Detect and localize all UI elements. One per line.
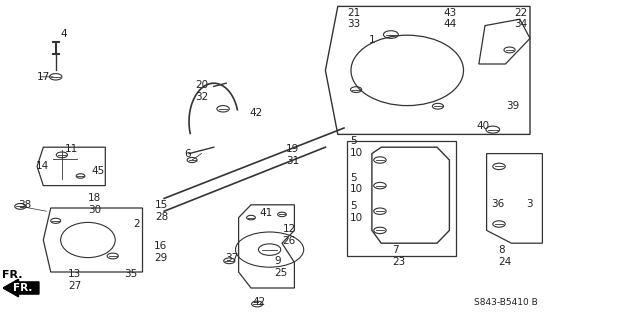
Text: 32: 32 bbox=[195, 92, 209, 102]
Text: 12: 12 bbox=[283, 224, 296, 234]
Text: 5: 5 bbox=[350, 201, 357, 212]
Text: 19: 19 bbox=[286, 144, 299, 154]
Text: 28: 28 bbox=[155, 212, 168, 222]
Text: 20: 20 bbox=[195, 80, 208, 90]
Text: 1: 1 bbox=[369, 35, 376, 45]
Text: S843-B5410 B: S843-B5410 B bbox=[474, 298, 538, 307]
Text: 23: 23 bbox=[392, 257, 406, 268]
Text: 14: 14 bbox=[36, 161, 49, 172]
Text: 36: 36 bbox=[491, 199, 504, 209]
Text: 2: 2 bbox=[133, 219, 140, 229]
Text: 43: 43 bbox=[443, 8, 457, 18]
Text: 17: 17 bbox=[37, 72, 50, 82]
Text: 22: 22 bbox=[515, 8, 528, 18]
Text: 15: 15 bbox=[155, 200, 168, 210]
Text: 33: 33 bbox=[347, 19, 360, 29]
Text: 41: 41 bbox=[259, 208, 272, 218]
Text: 9: 9 bbox=[275, 256, 281, 266]
Text: 18: 18 bbox=[88, 193, 101, 204]
Text: 11: 11 bbox=[65, 144, 78, 154]
Text: 10: 10 bbox=[350, 148, 363, 158]
Text: 6: 6 bbox=[184, 149, 191, 159]
Text: 13: 13 bbox=[68, 268, 82, 279]
Text: 39: 39 bbox=[506, 101, 520, 111]
Text: 16: 16 bbox=[155, 241, 168, 252]
Text: 5: 5 bbox=[350, 172, 357, 183]
Text: 31: 31 bbox=[286, 156, 299, 166]
Text: 25: 25 bbox=[275, 268, 288, 278]
Text: 29: 29 bbox=[155, 253, 168, 263]
FancyArrow shape bbox=[3, 279, 39, 297]
Text: FR.: FR. bbox=[13, 283, 32, 293]
Text: 8: 8 bbox=[498, 245, 505, 255]
Text: 21: 21 bbox=[347, 8, 360, 18]
Text: 26: 26 bbox=[283, 236, 296, 246]
Text: 38: 38 bbox=[19, 200, 32, 210]
Text: 10: 10 bbox=[350, 184, 363, 195]
Text: 34: 34 bbox=[515, 19, 528, 29]
Text: 42: 42 bbox=[253, 297, 266, 308]
Text: 40: 40 bbox=[476, 121, 489, 132]
Text: 7: 7 bbox=[392, 245, 399, 255]
Text: 5: 5 bbox=[350, 136, 357, 146]
Text: 45: 45 bbox=[92, 166, 105, 176]
Text: 27: 27 bbox=[68, 281, 82, 291]
Text: 30: 30 bbox=[88, 204, 101, 215]
Text: 10: 10 bbox=[350, 213, 363, 223]
Text: 35: 35 bbox=[124, 268, 137, 279]
Text: 42: 42 bbox=[250, 108, 263, 118]
Text: 3: 3 bbox=[526, 199, 532, 209]
Text: 37: 37 bbox=[225, 253, 238, 263]
Text: FR.: FR. bbox=[2, 270, 22, 280]
Text: 24: 24 bbox=[498, 257, 511, 268]
Text: 4: 4 bbox=[60, 29, 67, 39]
Text: 44: 44 bbox=[443, 19, 457, 29]
